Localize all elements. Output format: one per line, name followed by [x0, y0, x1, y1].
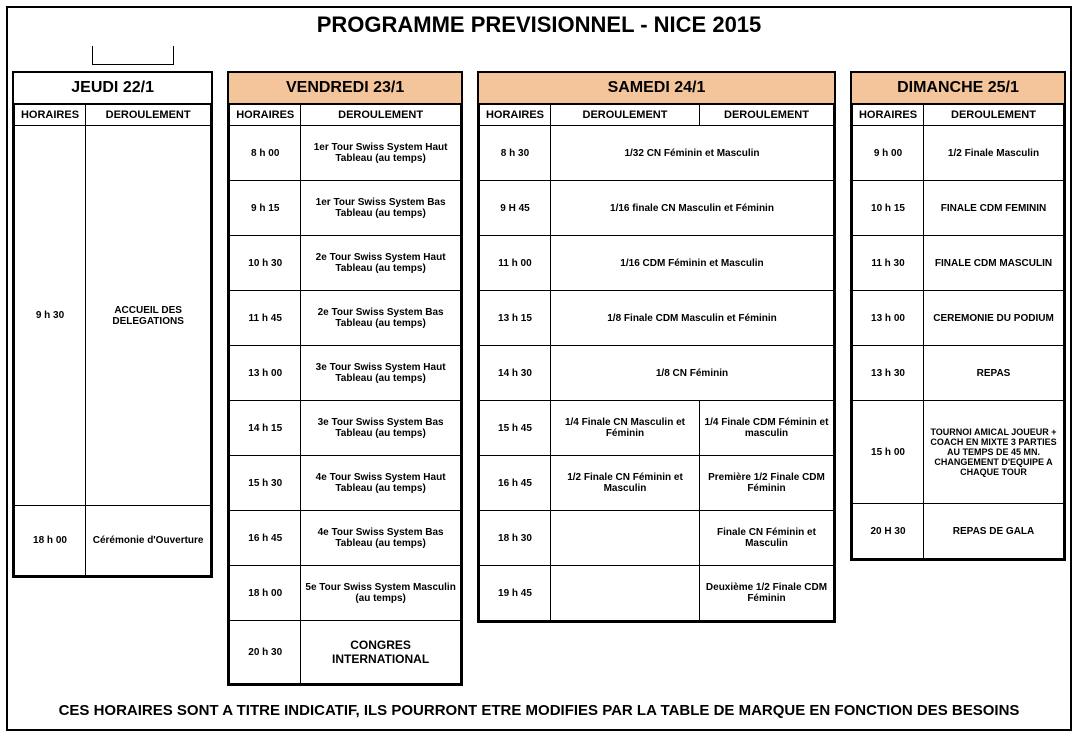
cell-time: 15 h 30	[230, 456, 301, 511]
cell-text: FINALE CDM MASCULIN	[924, 236, 1064, 291]
cell-time: 8 h 00	[230, 126, 301, 181]
cell-text: 1/4 Finale CDM Féminin et masculin	[699, 401, 833, 456]
col-horaires: HORAIRES	[15, 105, 86, 126]
day-header-dimanche: DIMANCHE 25/1	[852, 73, 1064, 104]
col-deroulement: DEROULEMENT	[550, 105, 699, 126]
cell-text: 1/32 CN Féminin et Masculin	[550, 126, 833, 181]
cell-time: 13 h 00	[853, 291, 924, 346]
day-jeudi: JEUDI 22/1 HORAIRES DEROULEMENT 9 h 30 A…	[12, 71, 213, 578]
page-title: PROGRAMME PREVISIONNEL - NICE 2015	[12, 8, 1066, 44]
footer-note: CES HORAIRES SONT A TITRE INDICATIF, ILS…	[12, 686, 1066, 725]
cell-time: 13 h 00	[230, 346, 301, 401]
cell-time: 9 H 45	[479, 181, 550, 236]
col-horaires: HORAIRES	[230, 105, 301, 126]
cell-text: Deuxième 1/2 Finale CDM Féminin	[699, 566, 833, 621]
cell-time: 20 h 30	[230, 621, 301, 684]
cell-time: 9 h 15	[230, 181, 301, 236]
cell-text	[550, 566, 699, 621]
cell-text: 4e Tour Swiss System Haut Tableau (au te…	[301, 456, 461, 511]
col-deroulement: DEROULEMENT	[699, 105, 833, 126]
cell-time: 19 h 45	[479, 566, 550, 621]
cell-text: FINALE CDM FEMININ	[924, 181, 1064, 236]
day-vendredi: VENDREDI 23/1 HORAIRES DEROULEMENT 8 h 0…	[227, 71, 463, 686]
day-header-samedi: SAMEDI 24/1	[479, 73, 834, 104]
day-header-jeudi: JEUDI 22/1	[14, 73, 211, 104]
cell-text: TOURNOI AMICAL JOUEUR + COACH EN MIXTE 3…	[924, 401, 1064, 504]
col-horaires: HORAIRES	[853, 105, 924, 126]
cell-time: 16 h 45	[479, 456, 550, 511]
cell-text: 1/16 CDM Féminin et Masculin	[550, 236, 833, 291]
cell-time: 9 h 00	[853, 126, 924, 181]
table-samedi: HORAIRES DEROULEMENT DEROULEMENT 8 h 301…	[479, 104, 834, 621]
cell-text: 1/2 Finale Masculin	[924, 126, 1064, 181]
cell-time: 18 h 30	[479, 511, 550, 566]
cell-text: 5e Tour Swiss System Masculin (au temps)	[301, 566, 461, 621]
cell-text: 2e Tour Swiss System Haut Tableau (au te…	[301, 236, 461, 291]
cell-text: ACCUEIL DES DELEGATIONS	[86, 126, 211, 506]
cell-text: 3e Tour Swiss System Bas Tableau (au tem…	[301, 401, 461, 456]
cell-text: Finale CN Féminin et Masculin	[699, 511, 833, 566]
col-deroulement: DEROULEMENT	[924, 105, 1064, 126]
cell-text: 1er Tour Swiss System Haut Tableau (au t…	[301, 126, 461, 181]
cell-time: 15 h 45	[479, 401, 550, 456]
cell-time: 11 h 00	[479, 236, 550, 291]
table-vendredi: HORAIRES DEROULEMENT 8 h 001er Tour Swis…	[229, 104, 461, 684]
days-grid: JEUDI 22/1 HORAIRES DEROULEMENT 9 h 30 A…	[12, 71, 1066, 686]
day-header-vendredi: VENDREDI 23/1	[229, 73, 461, 104]
cell-time: 13 h 30	[853, 346, 924, 401]
cell-text: CONGRES INTERNATIONAL	[301, 621, 461, 684]
cell-time: 11 h 30	[853, 236, 924, 291]
cell-text	[550, 511, 699, 566]
cell-time: 16 h 45	[230, 511, 301, 566]
cell-time: 20 H 30	[853, 504, 924, 559]
cell-text: REPAS	[924, 346, 1064, 401]
cell-text: 4e Tour Swiss System Bas Tableau (au tem…	[301, 511, 461, 566]
cell-text: 1/8 CN Féminin	[550, 346, 833, 401]
cell-text: 1er Tour Swiss System Bas Tableau (au te…	[301, 181, 461, 236]
cell-text: REPAS DE GALA	[924, 504, 1064, 559]
cell-time: 11 h 45	[230, 291, 301, 346]
col-deroulement: DEROULEMENT	[301, 105, 461, 126]
cell-time: 10 h 30	[230, 236, 301, 291]
cell-text: CEREMONIE DU PODIUM	[924, 291, 1064, 346]
decorative-stub	[92, 46, 174, 65]
cell-text: Cérémonie d'Ouverture	[86, 506, 211, 576]
cell-text: 1/8 Finale CDM Masculin et Féminin	[550, 291, 833, 346]
cell-text: Première 1/2 Finale CDM Féminin	[699, 456, 833, 511]
cell-time: 15 h 00	[853, 401, 924, 504]
table-dimanche: HORAIRES DEROULEMENT 9 h 001/2 Finale Ma…	[852, 104, 1064, 559]
cell-time: 14 h 30	[479, 346, 550, 401]
col-horaires: HORAIRES	[479, 105, 550, 126]
cell-time: 8 h 30	[479, 126, 550, 181]
cell-time: 18 h 00	[15, 506, 86, 576]
day-samedi: SAMEDI 24/1 HORAIRES DEROULEMENT DEROULE…	[477, 71, 836, 623]
cell-text: 1/2 Finale CN Féminin et Masculin	[550, 456, 699, 511]
cell-text: 1/4 Finale CN Masculin et Féminin	[550, 401, 699, 456]
cell-text: 1/16 finale CN Masculin et Féminin	[550, 181, 833, 236]
table-jeudi: HORAIRES DEROULEMENT 9 h 30 ACCUEIL DES …	[14, 104, 211, 576]
day-dimanche: DIMANCHE 25/1 HORAIRES DEROULEMENT 9 h 0…	[850, 71, 1066, 561]
cell-text: 3e Tour Swiss System Haut Tableau (au te…	[301, 346, 461, 401]
cell-text: 2e Tour Swiss System Bas Tableau (au tem…	[301, 291, 461, 346]
cell-time: 9 h 30	[15, 126, 86, 506]
cell-time: 18 h 00	[230, 566, 301, 621]
col-deroulement: DEROULEMENT	[86, 105, 211, 126]
cell-time: 13 h 15	[479, 291, 550, 346]
page-frame: PROGRAMME PREVISIONNEL - NICE 2015 JEUDI…	[6, 6, 1072, 731]
cell-time: 10 h 15	[853, 181, 924, 236]
cell-time: 14 h 15	[230, 401, 301, 456]
